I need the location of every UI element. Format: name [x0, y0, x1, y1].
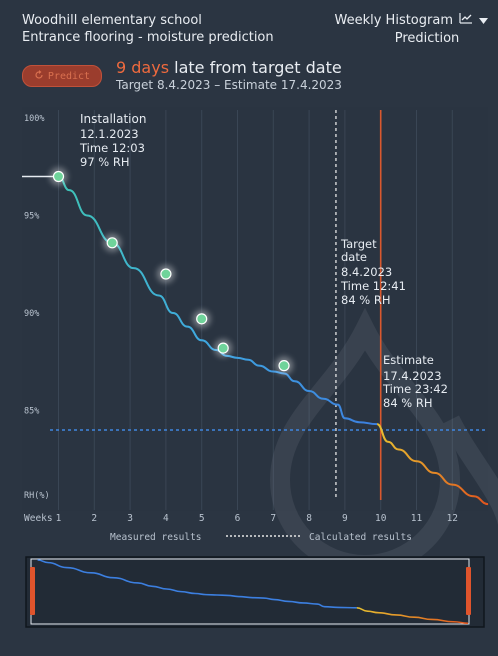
date-summary: Target 8.4.2023 – Estimate 17.4.2023 — [116, 78, 342, 92]
x-tick-label: 4 — [163, 513, 169, 524]
estimate-time: Time 23:42 — [382, 382, 448, 396]
view-sub-label: Prediction — [394, 31, 460, 46]
x-tick-label: 5 — [199, 513, 205, 524]
navigator-right-handle[interactable] — [466, 567, 471, 615]
date-separator: – — [214, 78, 221, 92]
data-point[interactable] — [106, 237, 118, 249]
chart-legend: Measured results Calculated results — [24, 532, 412, 543]
x-tick-label: 9 — [342, 513, 348, 524]
legend-measured-label[interactable]: Measured results — [110, 532, 202, 543]
x-tick-label: 11 — [411, 513, 423, 524]
mini-prediction-line — [356, 607, 469, 625]
x-tick-label: 1 — [56, 513, 62, 524]
legend-calculated-label[interactable]: Calculated results — [309, 532, 412, 543]
data-point[interactable] — [196, 313, 208, 325]
target-date-text: Target 8.4.2023 — [116, 78, 211, 92]
x-tick-label: 7 — [270, 513, 276, 524]
y-tick-label: 85% — [24, 407, 39, 417]
estimate-annotation: Estimate 17.4.2023 Time 23:42 84 % RH — [382, 353, 448, 410]
prediction-badge[interactable]: Predict — [22, 65, 102, 87]
navigator-frame — [25, 556, 485, 628]
target-title-line2: date — [341, 250, 367, 264]
target-value: 84 % RH — [341, 293, 391, 307]
prediction-badge-label: Predict — [47, 70, 91, 82]
x-tick-label: 8 — [306, 513, 312, 524]
estimate-title: Estimate — [383, 353, 434, 367]
installation-date: 12.1.2023 — [80, 127, 139, 141]
estimate-value: 84 % RH — [383, 396, 433, 410]
site-header: Woodhill elementary school Entrance floo… — [22, 12, 274, 46]
y-tick-label: 90% — [24, 309, 39, 319]
delay-days: 9 days — [116, 58, 170, 77]
refresh-icon — [34, 69, 44, 83]
installation-time: Time 12:03 — [79, 141, 145, 155]
installation-annotation: Installation 12.1.2023 Time 12:03 97 % R… — [79, 112, 146, 169]
mini-measured-line — [37, 559, 357, 609]
x-tick-label: 6 — [235, 513, 241, 524]
target-time: Time 12:41 — [340, 279, 406, 293]
target-title-line1: Target — [340, 237, 377, 251]
measurement-name: Entrance flooring - moisture prediction — [22, 30, 274, 45]
y-tick-label: 100% — [24, 114, 44, 124]
x-tick-label: 12 — [447, 513, 458, 524]
y-tick-label: 95% — [24, 212, 39, 222]
navigator-left-handle[interactable] — [30, 567, 35, 615]
site-name: Woodhill elementary school — [22, 13, 202, 28]
data-point[interactable] — [160, 268, 172, 280]
target-date: 8.4.2023 — [341, 265, 392, 279]
y-axis-label: RH(%) — [24, 491, 50, 501]
delay-headline: 9 days late from target date — [116, 58, 342, 77]
prediction-series-line — [376, 423, 489, 506]
chart-panel — [22, 107, 488, 511]
view-label[interactable]: Weekly Histogram — [334, 13, 454, 28]
estimate-date: 17.4.2023 — [383, 369, 442, 383]
estimate-date-text: Estimate 17.4.2023 — [224, 78, 342, 92]
line-chart-icon[interactable] — [459, 12, 473, 30]
overview-navigator[interactable] — [25, 556, 485, 628]
chevron-down-icon[interactable] — [479, 12, 488, 30]
data-point[interactable] — [52, 170, 65, 183]
installation-value: 97 % RH — [80, 155, 130, 169]
x-tick-label: 3 — [127, 513, 133, 524]
view-selector[interactable]: Weekly Histogram Prediction — [332, 12, 492, 48]
data-point[interactable] — [278, 360, 290, 372]
x-tick-label: 10 — [375, 513, 387, 524]
data-point[interactable] — [217, 342, 229, 354]
delay-text: late from target date — [174, 58, 342, 77]
measured-series-line — [58, 175, 378, 426]
target-annotation: Target date 8.4.2023 Time 12:41 84 % RH — [340, 237, 406, 307]
x-axis-label: Weeks — [24, 513, 53, 524]
x-tick-label: 2 — [91, 513, 97, 524]
installation-title: Installation — [80, 112, 146, 126]
